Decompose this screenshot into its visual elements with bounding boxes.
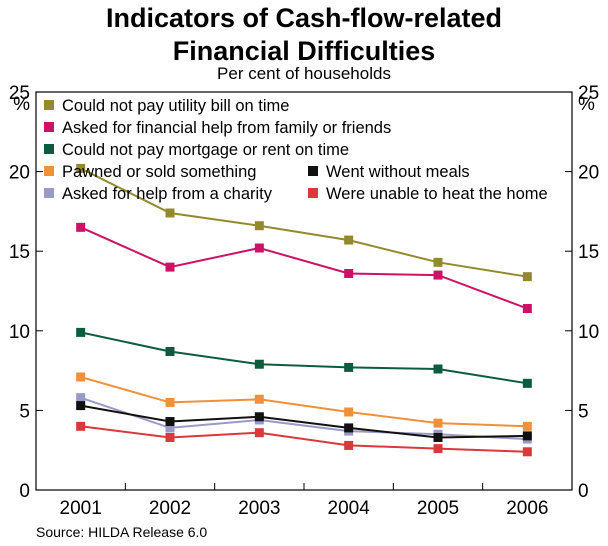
data-point [76,421,86,431]
data-point [522,378,532,388]
data-point [254,394,264,404]
x-tick-label: 2002 [149,498,191,519]
legend-marker [44,188,54,198]
x-tick-label: 2005 [417,498,459,519]
data-point [254,243,264,253]
data-point [433,432,443,442]
series-line [80,331,528,385]
data-point [522,304,532,314]
data-point [76,222,86,232]
y-tick-label-left: 25 [9,83,30,104]
chart-subtitle: Per cent of households [217,64,391,83]
series-line [80,396,528,441]
data-point [165,397,175,407]
data-point [433,364,443,374]
series-line [80,425,528,453]
y-tick-label-right: 5 [578,401,589,422]
legend-label: Asked for financial help from family or … [62,119,391,137]
data-point [76,401,86,411]
y-tick-label-right: 0 [578,481,589,502]
data-point [344,362,354,372]
legend-label: Asked for help from a charity [62,185,273,203]
y-tick-label-right: 25 [578,83,599,104]
y-tick-label-left: 5 [19,401,30,422]
y-axis-label-right: % [578,94,595,115]
data-point [344,235,354,245]
y-tick-label-right: 20 [578,163,599,184]
data-point [522,272,532,282]
series-line [80,376,528,428]
series-line [80,167,528,278]
chart-title: Indicators of Cash-flow-related Financia… [0,2,608,68]
series-line [80,226,528,310]
legend-label: Were unable to heat the home [326,185,548,203]
y-axis-label-left: % [13,94,30,115]
data-point [344,440,354,450]
y-tick-label-right: 15 [578,242,599,263]
data-point [433,257,443,267]
legend-marker [308,188,318,198]
source-note: Source: HILDA Release 6.0 [36,524,208,540]
data-point [165,432,175,442]
data-point [254,359,264,369]
legend-marker [44,166,54,176]
chart-title-line-2: Financial Difficulties [172,36,436,66]
data-point [344,407,354,417]
data-point [165,423,175,433]
legend-label: Could not pay utility bill on time [62,97,289,115]
x-tick-label: 2001 [60,498,102,519]
data-point [165,262,175,272]
legend-marker [308,166,318,176]
x-tick-label: 2003 [238,498,280,519]
data-point [433,270,443,280]
y-tick-label-right: 10 [578,322,599,343]
x-tick-label: 2004 [328,498,371,519]
data-point [522,447,532,457]
y-tick-label-left: 0 [19,481,30,502]
data-point [76,327,86,337]
data-point [433,418,443,428]
data-point [254,428,264,438]
data-point [344,423,354,433]
y-tick-label-left: 15 [9,242,30,263]
data-point [522,431,532,441]
data-point [344,268,354,278]
chart-title-line-1: Indicators of Cash-flow-related [105,3,503,33]
data-point [433,444,443,454]
data-point [165,417,175,427]
legend-label: Went without meals [326,163,470,181]
y-tick-label-left: 10 [9,322,30,343]
data-point [76,163,86,173]
legend-label: Could not pay mortgage or rent on time [62,141,349,159]
legend-label: Pawned or sold something [62,163,256,181]
data-point [76,393,86,403]
legend-marker [44,100,54,110]
legend-marker [44,122,54,132]
data-point [254,412,264,422]
data-point [76,372,86,382]
series-line [80,404,528,439]
data-point [165,208,175,218]
y-tick-label-left: 20 [9,163,30,184]
data-point [254,221,264,231]
legend-marker [44,144,54,154]
x-tick-label: 2006 [506,498,548,519]
data-point [165,346,175,356]
data-point [522,421,532,431]
